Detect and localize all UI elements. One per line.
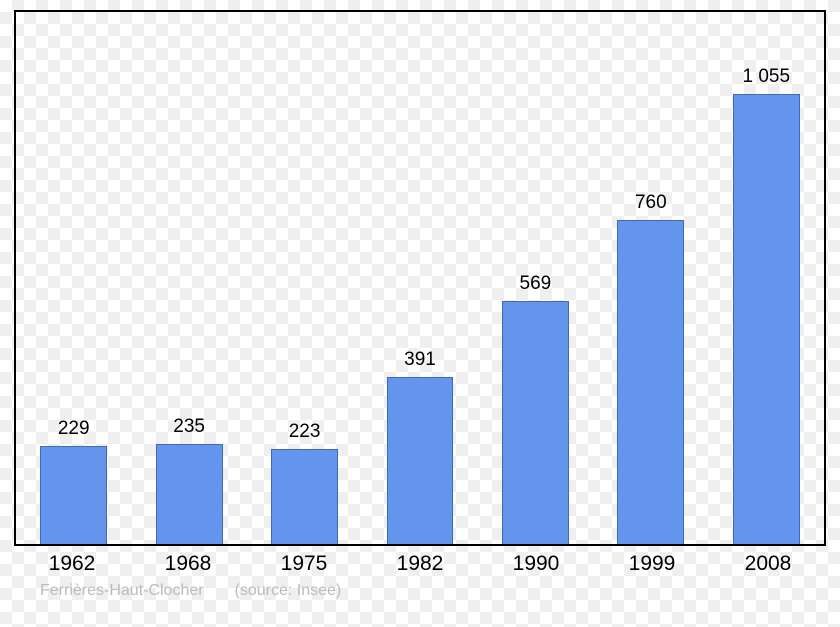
x-axis-label: 1962 — [14, 552, 130, 576]
bars-area: 229 235 223 391 569 760 1 055 — [16, 12, 824, 544]
x-axis-label: 2008 — [710, 552, 826, 576]
x-axis-label: 1982 — [362, 552, 478, 576]
x-axis-label: 1990 — [478, 552, 594, 576]
bar-rect — [40, 446, 107, 544]
x-axis-label: 1999 — [594, 552, 710, 576]
x-axis-label: 1975 — [246, 552, 362, 576]
chart-canvas: 229 235 223 391 569 760 1 055 1962196819751982… — [0, 0, 840, 627]
caption-location: Ferrières-Haut-Clocher — [40, 582, 204, 599]
bar-slot: 223 — [247, 12, 362, 544]
bar-value-label: 235 — [173, 416, 205, 438]
bar-value-label: 223 — [289, 421, 321, 443]
bar-slot: 391 — [362, 12, 477, 544]
bar-slot: 235 — [131, 12, 246, 544]
caption-line: Ferrières-Haut-Clocher (source: Insee) — [40, 582, 341, 600]
x-axis-labels: 1962196819751982199019992008 — [14, 552, 826, 576]
bar-value-label: 229 — [58, 418, 90, 440]
bar-value-label: 391 — [404, 349, 436, 371]
bar-rect — [617, 220, 684, 544]
x-axis-label: 1968 — [130, 552, 246, 576]
bar-rect — [271, 449, 338, 544]
caption-source: (source: Insee) — [235, 582, 342, 599]
plot-frame: 229 235 223 391 569 760 1 055 — [14, 10, 826, 546]
bar-value-label: 569 — [520, 273, 552, 295]
bar-slot: 1 055 — [709, 12, 824, 544]
bar-slot: 569 — [478, 12, 593, 544]
bar-rect — [733, 94, 800, 544]
bar-value-label: 1 055 — [742, 66, 790, 88]
bar-rect — [156, 444, 223, 544]
bar-rect — [387, 377, 454, 544]
bar-slot: 229 — [16, 12, 131, 544]
bar-slot: 760 — [593, 12, 708, 544]
bar-value-label: 760 — [635, 192, 667, 214]
bar-rect — [502, 301, 569, 544]
